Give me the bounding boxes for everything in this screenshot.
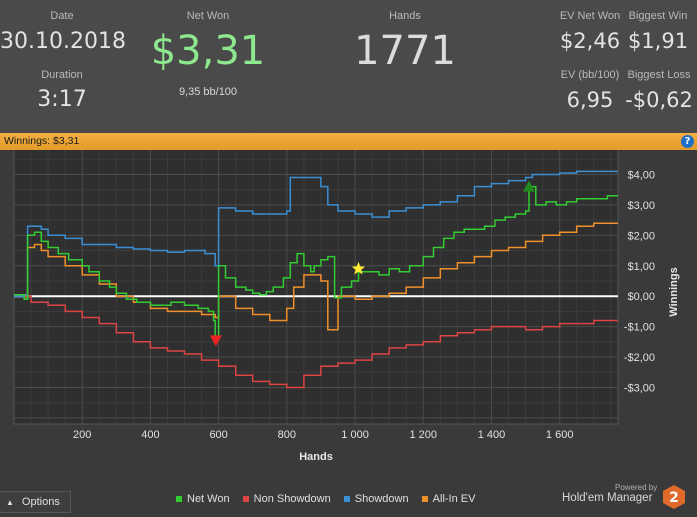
ev-net-won-label: EV Net Won bbox=[559, 10, 621, 22]
y-tick-label: $1,00 bbox=[627, 261, 655, 273]
grid bbox=[14, 150, 618, 424]
legend-swatch-showdown bbox=[343, 496, 350, 503]
legend-label-all-in-ev: All-In EV bbox=[432, 493, 476, 505]
options-label: Options bbox=[21, 496, 60, 508]
biggest-loss-marker bbox=[209, 335, 222, 347]
date-label: Date bbox=[50, 10, 74, 22]
y-ticks: $4,00 $3,00 $2,00 $1,00 $0,00 -$1,00 -$2,00 -$3… bbox=[624, 169, 655, 394]
legend-label-non-showdown: Non Showdown bbox=[253, 493, 331, 505]
x-tick-label: 1 200 bbox=[409, 429, 437, 441]
x-tick-label: 1 600 bbox=[546, 429, 574, 441]
hands-label: Hands bbox=[389, 10, 421, 22]
net-won-bb: 9,35 bb/100 bbox=[178, 86, 238, 98]
legend-label-net-won: Net Won bbox=[187, 493, 230, 505]
winnings-chart: 200 400 600 800 1 000 1 200 1 400 1 600 $4,00 $3… bbox=[13, 150, 680, 463]
biggest-loss-label: Biggest Loss bbox=[627, 69, 691, 81]
y-axis-label: Winnings bbox=[668, 267, 680, 316]
duration-value: 3:17 bbox=[37, 87, 87, 112]
x-tick-label: 1 000 bbox=[341, 429, 369, 441]
brand-name: Hold'em Manager bbox=[562, 492, 653, 504]
series-lines bbox=[14, 170, 618, 389]
ev-bb-value: 6,95 bbox=[566, 88, 614, 112]
winnings-bar: Winnings: $3,31 ? bbox=[0, 133, 697, 150]
legend-swatch-all-in-ev bbox=[421, 496, 428, 503]
series-line-net-won bbox=[14, 185, 618, 340]
stats-panel: Date 30.10.2018 Duration 3:17 Net Won $3… bbox=[0, 0, 697, 133]
biggest-win-label: Biggest Win bbox=[628, 10, 688, 22]
legend-item-net-won[interactable]: Net Won bbox=[176, 493, 230, 505]
net-won-label: Net Won bbox=[186, 10, 230, 22]
options-button[interactable]: ▲ Options bbox=[0, 491, 71, 513]
x-tick-label: 600 bbox=[209, 429, 227, 441]
y-tick-label: -$2,00 bbox=[624, 352, 655, 364]
y-tick-label: $4,00 bbox=[627, 169, 655, 181]
winnings-text: Winnings: $3,31 bbox=[4, 135, 80, 147]
legend-swatch-non-showdown bbox=[242, 496, 249, 503]
legend-swatch-net-won bbox=[176, 496, 182, 503]
x-tick-label: 400 bbox=[141, 429, 159, 441]
biggest-win-value: $1,91 bbox=[627, 29, 689, 53]
hem-logo-icon: 2 bbox=[663, 485, 685, 509]
x-tick-label: 1 400 bbox=[478, 429, 506, 441]
x-tick-label: 800 bbox=[278, 429, 296, 441]
x-tick-label: 200 bbox=[73, 429, 91, 441]
help-icon[interactable]: ? bbox=[681, 135, 694, 148]
star-marker bbox=[351, 261, 366, 275]
ev-bb-label: EV (bb/100) bbox=[560, 69, 620, 81]
y-tick-label: $2,00 bbox=[627, 230, 655, 242]
x-ticks: 200 400 600 800 1 000 1 200 1 400 1 600 bbox=[73, 429, 573, 441]
x-axis-label: Hands bbox=[299, 451, 333, 463]
winnings-chart-panel: 200 400 600 800 1 000 1 200 1 400 1 600 $4,00 $3… bbox=[0, 150, 697, 517]
chevron-up-icon: ▲ bbox=[6, 498, 14, 507]
y-tick-label: -$3,00 bbox=[624, 382, 655, 394]
y-tick-label: $0,00 bbox=[627, 291, 655, 303]
legend-label-showdown: Showdown bbox=[354, 493, 409, 505]
date-value: 30.10.2018 bbox=[0, 29, 126, 54]
legend-item-all-in-ev[interactable]: All-In EV bbox=[421, 493, 476, 505]
hem-logo-text: 2 bbox=[669, 490, 679, 506]
legend-item-non-showdown[interactable]: Non Showdown bbox=[242, 493, 331, 505]
legend-item-showdown[interactable]: Showdown bbox=[343, 493, 409, 505]
biggest-win-marker bbox=[522, 180, 535, 192]
series-line-showdown bbox=[14, 170, 618, 297]
net-won-value: $3,31 bbox=[150, 28, 266, 74]
y-tick-label: $3,00 bbox=[627, 200, 655, 212]
chart-markers bbox=[209, 180, 535, 347]
biggest-loss-value: -$0,62 bbox=[625, 88, 693, 112]
powered-by-text: Powered by bbox=[615, 483, 658, 492]
y-tick-label: -$1,00 bbox=[624, 322, 655, 334]
ev-net-won-value: $2,46 bbox=[559, 29, 621, 53]
duration-label: Duration bbox=[41, 69, 83, 81]
chart-legend: Net Won Non Showdown Showdown All-In EV bbox=[176, 493, 485, 505]
hands-value: 1771 bbox=[354, 28, 456, 74]
series-line-all-in-ev bbox=[14, 222, 618, 331]
series-line-non-showdown bbox=[14, 295, 618, 389]
